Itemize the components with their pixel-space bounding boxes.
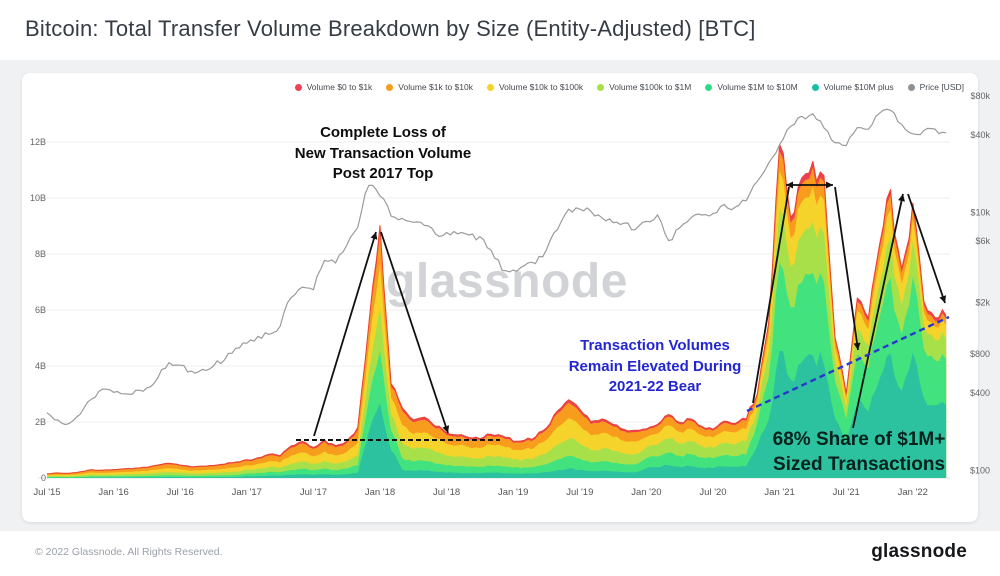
glassnode-watermark: glassnode: [386, 255, 628, 308]
legend-dot: [294, 83, 302, 91]
legend-item-volume-10m-plus[interactable]: Volume $10M plus: [811, 82, 894, 92]
footer: © 2022 Glassnode. All Rights Reserved. g…: [0, 531, 1000, 576]
legend-dot: [705, 83, 713, 91]
legend-item-volume-100k-to-1m[interactable]: Volume $100k to $1M: [597, 82, 691, 92]
legend-label: Volume $10M plus: [823, 82, 894, 92]
legend-item-volume-1k-to-10k[interactable]: Volume $1k to $10k: [386, 82, 473, 92]
legend-item-price-usd[interactable]: Price [USD]: [907, 82, 964, 92]
legend: Volume $0 to $1k Volume $1k to $10k Volume…: [22, 82, 964, 92]
legend-dot: [907, 83, 915, 91]
legend-dot: [597, 83, 605, 91]
legend-label: Volume $1k to $10k: [398, 82, 473, 92]
legend-label: Volume $0 to $1k: [306, 82, 373, 92]
legend-label: Price [USD]: [919, 82, 964, 92]
legend-label: Volume $10k to $100k: [498, 82, 584, 92]
legend-dot: [811, 83, 819, 91]
legend-item-volume-1m-to-10m[interactable]: Volume $1M to $10M: [705, 82, 798, 92]
annotation-elevated-bear: Transaction Volumes Remain Elevated Duri…: [568, 337, 742, 396]
page-title: Bitcoin: Total Transfer Volume Breakdown…: [25, 16, 756, 41]
glassnode-logo: glassnode: [871, 541, 967, 562]
legend-dot: [386, 83, 394, 91]
legend-label: Volume $100k to $1M: [609, 82, 692, 92]
legend-item-volume-10k-to-100k[interactable]: Volume $10k to $100k: [486, 82, 584, 92]
annotation-complete-loss: Complete Loss of New Transaction Volume …: [294, 124, 472, 183]
legend-item-volume-0-to-1k[interactable]: Volume $0 to $1k: [294, 82, 373, 92]
legend-dot: [486, 83, 494, 91]
legend-label: Volume $1M to $10M: [717, 82, 798, 92]
footer-copyright: © 2022 Glassnode. All Rights Reserved.: [35, 546, 223, 558]
header: Bitcoin: Total Transfer Volume Breakdown…: [0, 0, 1000, 60]
annotation-share-1m: 68% Share of $1M+ Sized Transactions: [772, 429, 946, 475]
